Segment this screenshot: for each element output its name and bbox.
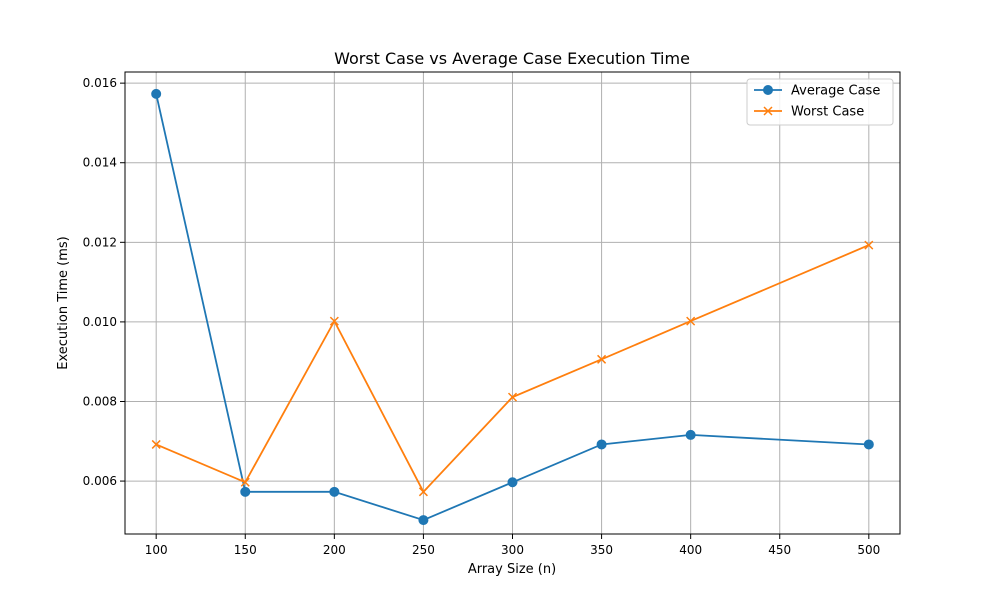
x-marker-stroke (151, 439, 161, 449)
x-axis-label: Array Size (n) (468, 562, 556, 577)
x-marker-stroke (329, 316, 339, 326)
y-tick-label: 0.016 (83, 76, 117, 90)
x-tick-label: 400 (679, 543, 702, 557)
x-marker-stroke (240, 477, 250, 487)
legend-label: Worst Case (791, 105, 864, 120)
x-tick-label: 150 (234, 543, 257, 557)
x-marker-stroke (597, 354, 607, 364)
x-marker-stroke (507, 392, 518, 402)
x-marker-stroke (418, 487, 428, 497)
series-line-worst-case (155, 244, 870, 494)
y-tick-label: 0.014 (83, 156, 117, 170)
y-tick-label: 0.008 (83, 394, 117, 408)
x-tick-label: 200 (323, 543, 346, 557)
data-point-worst-case (507, 392, 518, 402)
data-point-average-case (418, 515, 429, 526)
x-marker-stroke (763, 106, 773, 116)
data-point-average-case (685, 429, 696, 440)
x-tick-label: 100 (145, 543, 168, 557)
x-tick-label: 250 (412, 543, 435, 557)
data-point-worst-case (151, 439, 161, 449)
x-tick-label: 350 (590, 543, 613, 557)
legend-item-average-case: Average Case (754, 84, 880, 99)
y-tick-label: 0.006 (83, 474, 117, 488)
series-layer (151, 88, 874, 526)
series-worst-case (151, 240, 874, 497)
legend-label: Average Case (791, 84, 880, 99)
legend-marker (763, 106, 773, 116)
y-tick-label: 0.010 (83, 315, 117, 329)
data-point-average-case (596, 439, 607, 450)
data-point-average-case (240, 486, 251, 497)
axis-ticks: 100 150 200 250 300 350 400 450 500 0.006 0.008 0.0… (83, 76, 881, 557)
data-point-worst-case (864, 240, 874, 250)
data-point-worst-case (329, 316, 339, 326)
x-tick-label: 300 (501, 543, 524, 557)
y-axis-label: Execution Time (ms) (56, 236, 71, 369)
x-tick-label: 450 (768, 543, 791, 557)
series-average-case (151, 88, 874, 526)
legend-item-worst-case: Worst Case (754, 105, 864, 120)
data-point-worst-case (418, 487, 428, 497)
data-point-worst-case (240, 477, 250, 487)
y-tick-label: 0.012 (83, 235, 117, 249)
legend-marker (763, 85, 773, 95)
chart-title: Worst Case vs Average Case Execution Tim… (334, 49, 690, 68)
series-line-average-case (155, 93, 869, 522)
x-marker-stroke (686, 316, 696, 326)
x-marker-stroke (864, 240, 874, 250)
grid (125, 72, 900, 534)
x-tick-label: 500 (857, 543, 880, 557)
data-point-worst-case (597, 354, 607, 364)
legend: Average Case Worst Case (746, 78, 894, 126)
data-point-average-case (863, 439, 874, 450)
legend-box (746, 78, 894, 126)
data-point-average-case (329, 486, 340, 497)
data-point-average-case (507, 477, 518, 488)
data-point-worst-case (686, 316, 696, 326)
data-point-average-case (151, 88, 162, 99)
